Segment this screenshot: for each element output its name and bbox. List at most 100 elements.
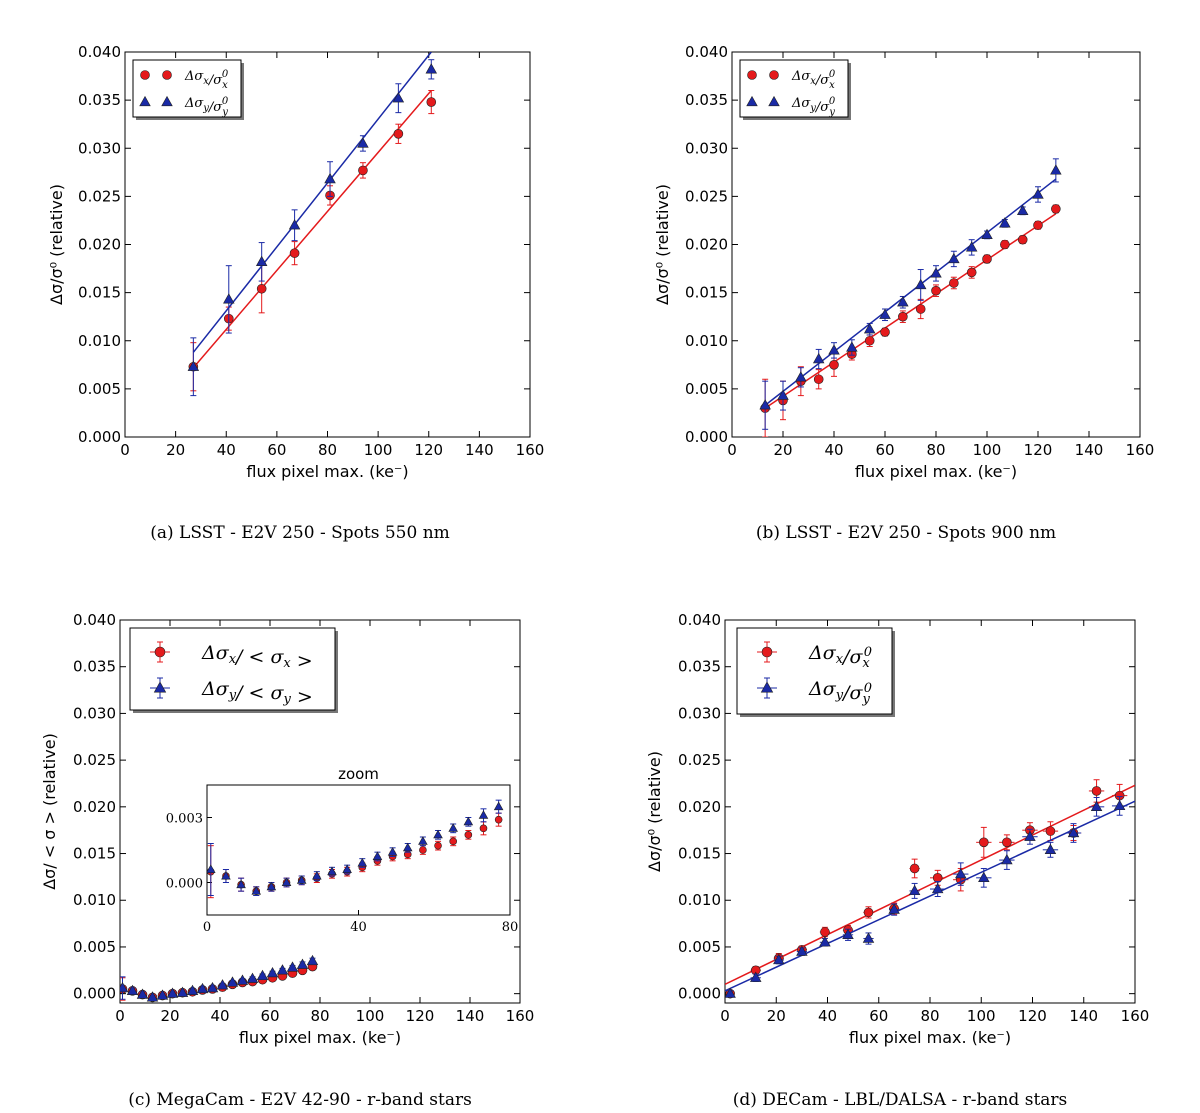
panel-c-data-point bbox=[156, 989, 169, 1000]
x-tick-label: 20 bbox=[160, 1007, 179, 1025]
legend-box bbox=[132, 59, 242, 118]
panel-c: 0 20 40 60 80 100 120 140 160 0.000 0.005 0.010 0.01… bbox=[40, 611, 534, 1110]
legend-box bbox=[739, 59, 849, 118]
panel-c-data-point bbox=[136, 988, 149, 999]
panel-d-data-point bbox=[773, 953, 785, 965]
panel-d-data-point bbox=[1001, 853, 1013, 865]
panel-b-data-point bbox=[898, 311, 908, 322]
y-tick-label: 0.035 bbox=[685, 91, 728, 109]
x-tick-label: 120 bbox=[406, 1007, 435, 1025]
panel-a-data-point bbox=[392, 92, 405, 103]
legend-marker bbox=[162, 70, 172, 80]
inset-data-point bbox=[372, 851, 383, 860]
x-axis-label: flux pixel max. (ke⁻) bbox=[855, 462, 1017, 481]
y-tick-label: 0.000 bbox=[678, 985, 721, 1003]
panel-d-fit-line-circle bbox=[725, 784, 1135, 985]
legend-label: Δσx/ < σx > bbox=[201, 642, 313, 672]
inset-data-point bbox=[463, 816, 474, 826]
panel-b-fit-line-triangle bbox=[764, 178, 1057, 406]
legend-marker bbox=[769, 70, 779, 80]
panel-c-data-point bbox=[296, 958, 309, 969]
panel-b: 0 20 40 60 80 100 120 140 160 0.000 0.005 0.010 0.01… bbox=[653, 43, 1154, 543]
panel-b-data-point bbox=[759, 399, 771, 410]
panel-a-data-point bbox=[324, 172, 336, 184]
y-tick-label: 0.015 bbox=[678, 845, 721, 863]
panel-d-data-point bbox=[1067, 826, 1080, 838]
panel-c-data-point bbox=[266, 966, 279, 978]
x-tick-label: 80 bbox=[310, 1007, 329, 1025]
panel-b-data-point bbox=[795, 371, 807, 382]
panel-d-data-point bbox=[909, 863, 920, 874]
x-tick-label: 160 bbox=[1121, 1007, 1150, 1025]
panel-b-data-point bbox=[915, 304, 926, 314]
panel-d-data-point bbox=[932, 873, 943, 883]
y-tick-label: 0.005 bbox=[685, 380, 728, 398]
panel-c-data-point bbox=[206, 981, 219, 993]
y-tick-label: 0.030 bbox=[73, 704, 116, 722]
panel-d-data-point bbox=[1113, 799, 1126, 811]
inset-data-point bbox=[221, 870, 231, 880]
x-tick-label: 60 bbox=[875, 441, 894, 459]
panel-b-data-point bbox=[1051, 204, 1061, 214]
x-tick-label: 40 bbox=[210, 1007, 229, 1025]
panel-c-data-point bbox=[196, 982, 209, 994]
panel-a-data-point bbox=[223, 293, 235, 304]
legend: Δσx/σx0 Δσy/σy0 bbox=[132, 59, 244, 120]
y-tick-label: 0.000 bbox=[685, 428, 728, 446]
y-tick-label: 0.025 bbox=[685, 187, 728, 205]
x-tick-label: 140 bbox=[1069, 1007, 1098, 1025]
y-tick-label: 0.000 bbox=[73, 985, 116, 1003]
panel-b-data-point bbox=[1016, 204, 1029, 215]
y-tick-label: 0.035 bbox=[678, 658, 721, 676]
inset-data-point bbox=[296, 875, 307, 884]
panel-c-data-point bbox=[146, 991, 159, 1002]
panel-a-fit-line-circle bbox=[192, 90, 432, 369]
panel-d-data-point bbox=[978, 871, 990, 882]
y-tick-label: 0.015 bbox=[73, 845, 116, 863]
y-tick-label: 0.010 bbox=[685, 332, 728, 350]
panel-b-data-point bbox=[1017, 234, 1028, 245]
inset-data-point bbox=[464, 831, 473, 839]
panel-d-data-point bbox=[796, 945, 808, 956]
panel-a-data-point bbox=[187, 360, 200, 371]
x-axis-label: flux pixel max. (ke⁻) bbox=[239, 1028, 401, 1047]
y-tick-label: 0.020 bbox=[678, 798, 721, 816]
panel-a-data-point bbox=[358, 165, 368, 176]
panel-d-data-point bbox=[820, 927, 830, 937]
y-tick-label: 0.005 bbox=[73, 938, 116, 956]
panel-caption: (d) DECam - LBL/DALSA - r-band stars bbox=[733, 1090, 1068, 1110]
panel-b-data-point bbox=[897, 296, 909, 307]
panel-c-data-point bbox=[216, 979, 229, 990]
y-axis-label: Δσ/ < σ > (relative) bbox=[40, 733, 59, 890]
panel-d-data-point bbox=[842, 928, 854, 939]
x-tick-label: 100 bbox=[364, 441, 393, 459]
legend-marker bbox=[768, 95, 780, 107]
panel-d-data-point bbox=[862, 932, 875, 943]
inset-data-point bbox=[448, 823, 458, 832]
inset-data-point bbox=[479, 824, 488, 833]
inset-data-point bbox=[327, 866, 337, 876]
x-tick-label: 80 bbox=[920, 1007, 939, 1025]
panel-b-data-point bbox=[966, 267, 977, 278]
y-tick-label: 0.025 bbox=[73, 751, 116, 769]
panel-c-data-point bbox=[306, 954, 319, 966]
inset-data-point bbox=[207, 864, 216, 873]
panel-b-data-point bbox=[914, 278, 927, 290]
x-axis-label: flux pixel max. (ke⁻) bbox=[246, 462, 408, 481]
y-tick-label: 0.025 bbox=[78, 187, 121, 205]
legend-marker bbox=[761, 646, 773, 658]
x-tick-label: 120 bbox=[1024, 441, 1053, 459]
inset-x-tick-label: 80 bbox=[502, 920, 519, 935]
x-tick-label: 60 bbox=[260, 1007, 279, 1025]
legend: Δσx/σx0 Δσy/σy0 bbox=[736, 627, 895, 717]
panel-c-data-point bbox=[126, 984, 139, 996]
panel-b-data-point bbox=[948, 252, 960, 264]
inset-data-point bbox=[494, 815, 503, 824]
x-tick-label: 20 bbox=[767, 1007, 786, 1025]
panel-d-data-point bbox=[955, 867, 967, 879]
panel-c-series-triangle bbox=[120, 954, 319, 1002]
inset-x-tick-label: 0 bbox=[203, 920, 211, 935]
panel-d-data-point bbox=[888, 903, 900, 914]
legend-box bbox=[129, 627, 336, 711]
